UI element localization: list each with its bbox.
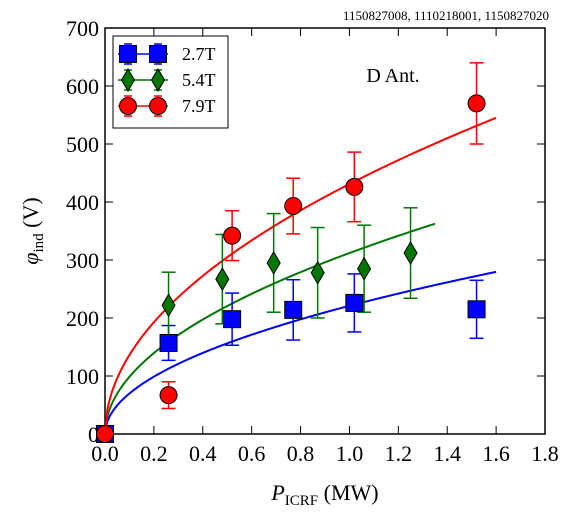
antenna-annotation: D Ant. [366,65,419,87]
data-point-7.9T [96,425,114,443]
y-tick-label: 0 [88,422,99,447]
data-point-2.7T [159,333,178,352]
x-tick-label: 1.0 [336,441,364,466]
data-point-7.9T [467,94,486,113]
shot-numbers: 1150827008, 1110218001, 1150827020 [343,8,549,23]
data-point-5.4T [403,241,418,266]
legend-marker [119,45,137,63]
data-point-5.4T [215,267,230,292]
y-tick-label: 500 [66,132,99,157]
data-point-7.9T [159,386,178,405]
x-tick-label: 1.4 [433,441,461,466]
x-tick-label: 1.2 [385,441,413,466]
x-tick-label: 0.6 [238,441,266,466]
legend-label: 7.9T [182,96,216,116]
x-tick-label: 0.8 [287,441,315,466]
data-point-2.7T [467,300,486,319]
legend-marker [119,97,137,115]
legend: 2.7T 5.4T 7.9T [112,35,229,129]
data-point-2.7T [284,300,303,319]
legend-marker [120,68,136,92]
legend-label: 5.4T [182,70,216,90]
data-markers [96,94,486,443]
data-point-5.4T [310,260,325,285]
y-tick-label: 200 [66,306,99,331]
y-axis-label-sub: ind [31,233,47,253]
data-point-2.7T [345,293,364,312]
x-tick-label: 0.2 [140,441,168,466]
data-point-5.4T [266,250,281,275]
y-axis-label-unit: (V) [18,197,43,233]
data-point-7.9T [345,177,364,196]
fit-curve-2.7T [104,270,497,435]
x-axis-label-unit: (MW) [318,480,378,505]
x-tick-label: 0.4 [189,441,217,466]
y-axis-label: φind (V) [18,197,47,264]
y-tick-label: 100 [66,364,99,389]
legend-marker [149,97,167,115]
x-axis-label: PICRF (MW) [270,480,378,509]
data-point-5.4T [161,293,176,318]
x-tick-label: 0.0 [91,441,119,466]
legend-marker [149,45,167,63]
data-point-5.4T [357,256,372,281]
x-axis-label-main: P [270,480,284,505]
y-tick-label: 600 [66,74,99,99]
y-tick-label: 300 [66,248,99,273]
x-tick-label: 1.6 [482,441,510,466]
y-axis-label-main: φ [18,253,43,265]
legend-label: 2.7T [182,44,216,64]
axis-tick-labels: 0.0 0.2 0.4 0.6 0.8 1.0 1.2 1.4 1.6 1.8 0 100 200 300… [66,16,559,466]
x-axis-label-sub: ICRF [285,493,318,509]
data-point-2.7T [223,310,242,329]
x-tick-label: 1.8 [531,441,559,466]
y-tick-label: 700 [66,16,99,41]
data-point-7.9T [284,197,303,216]
legend-marker [150,68,166,92]
y-tick-label: 400 [66,190,99,215]
data-point-7.9T [223,226,242,245]
